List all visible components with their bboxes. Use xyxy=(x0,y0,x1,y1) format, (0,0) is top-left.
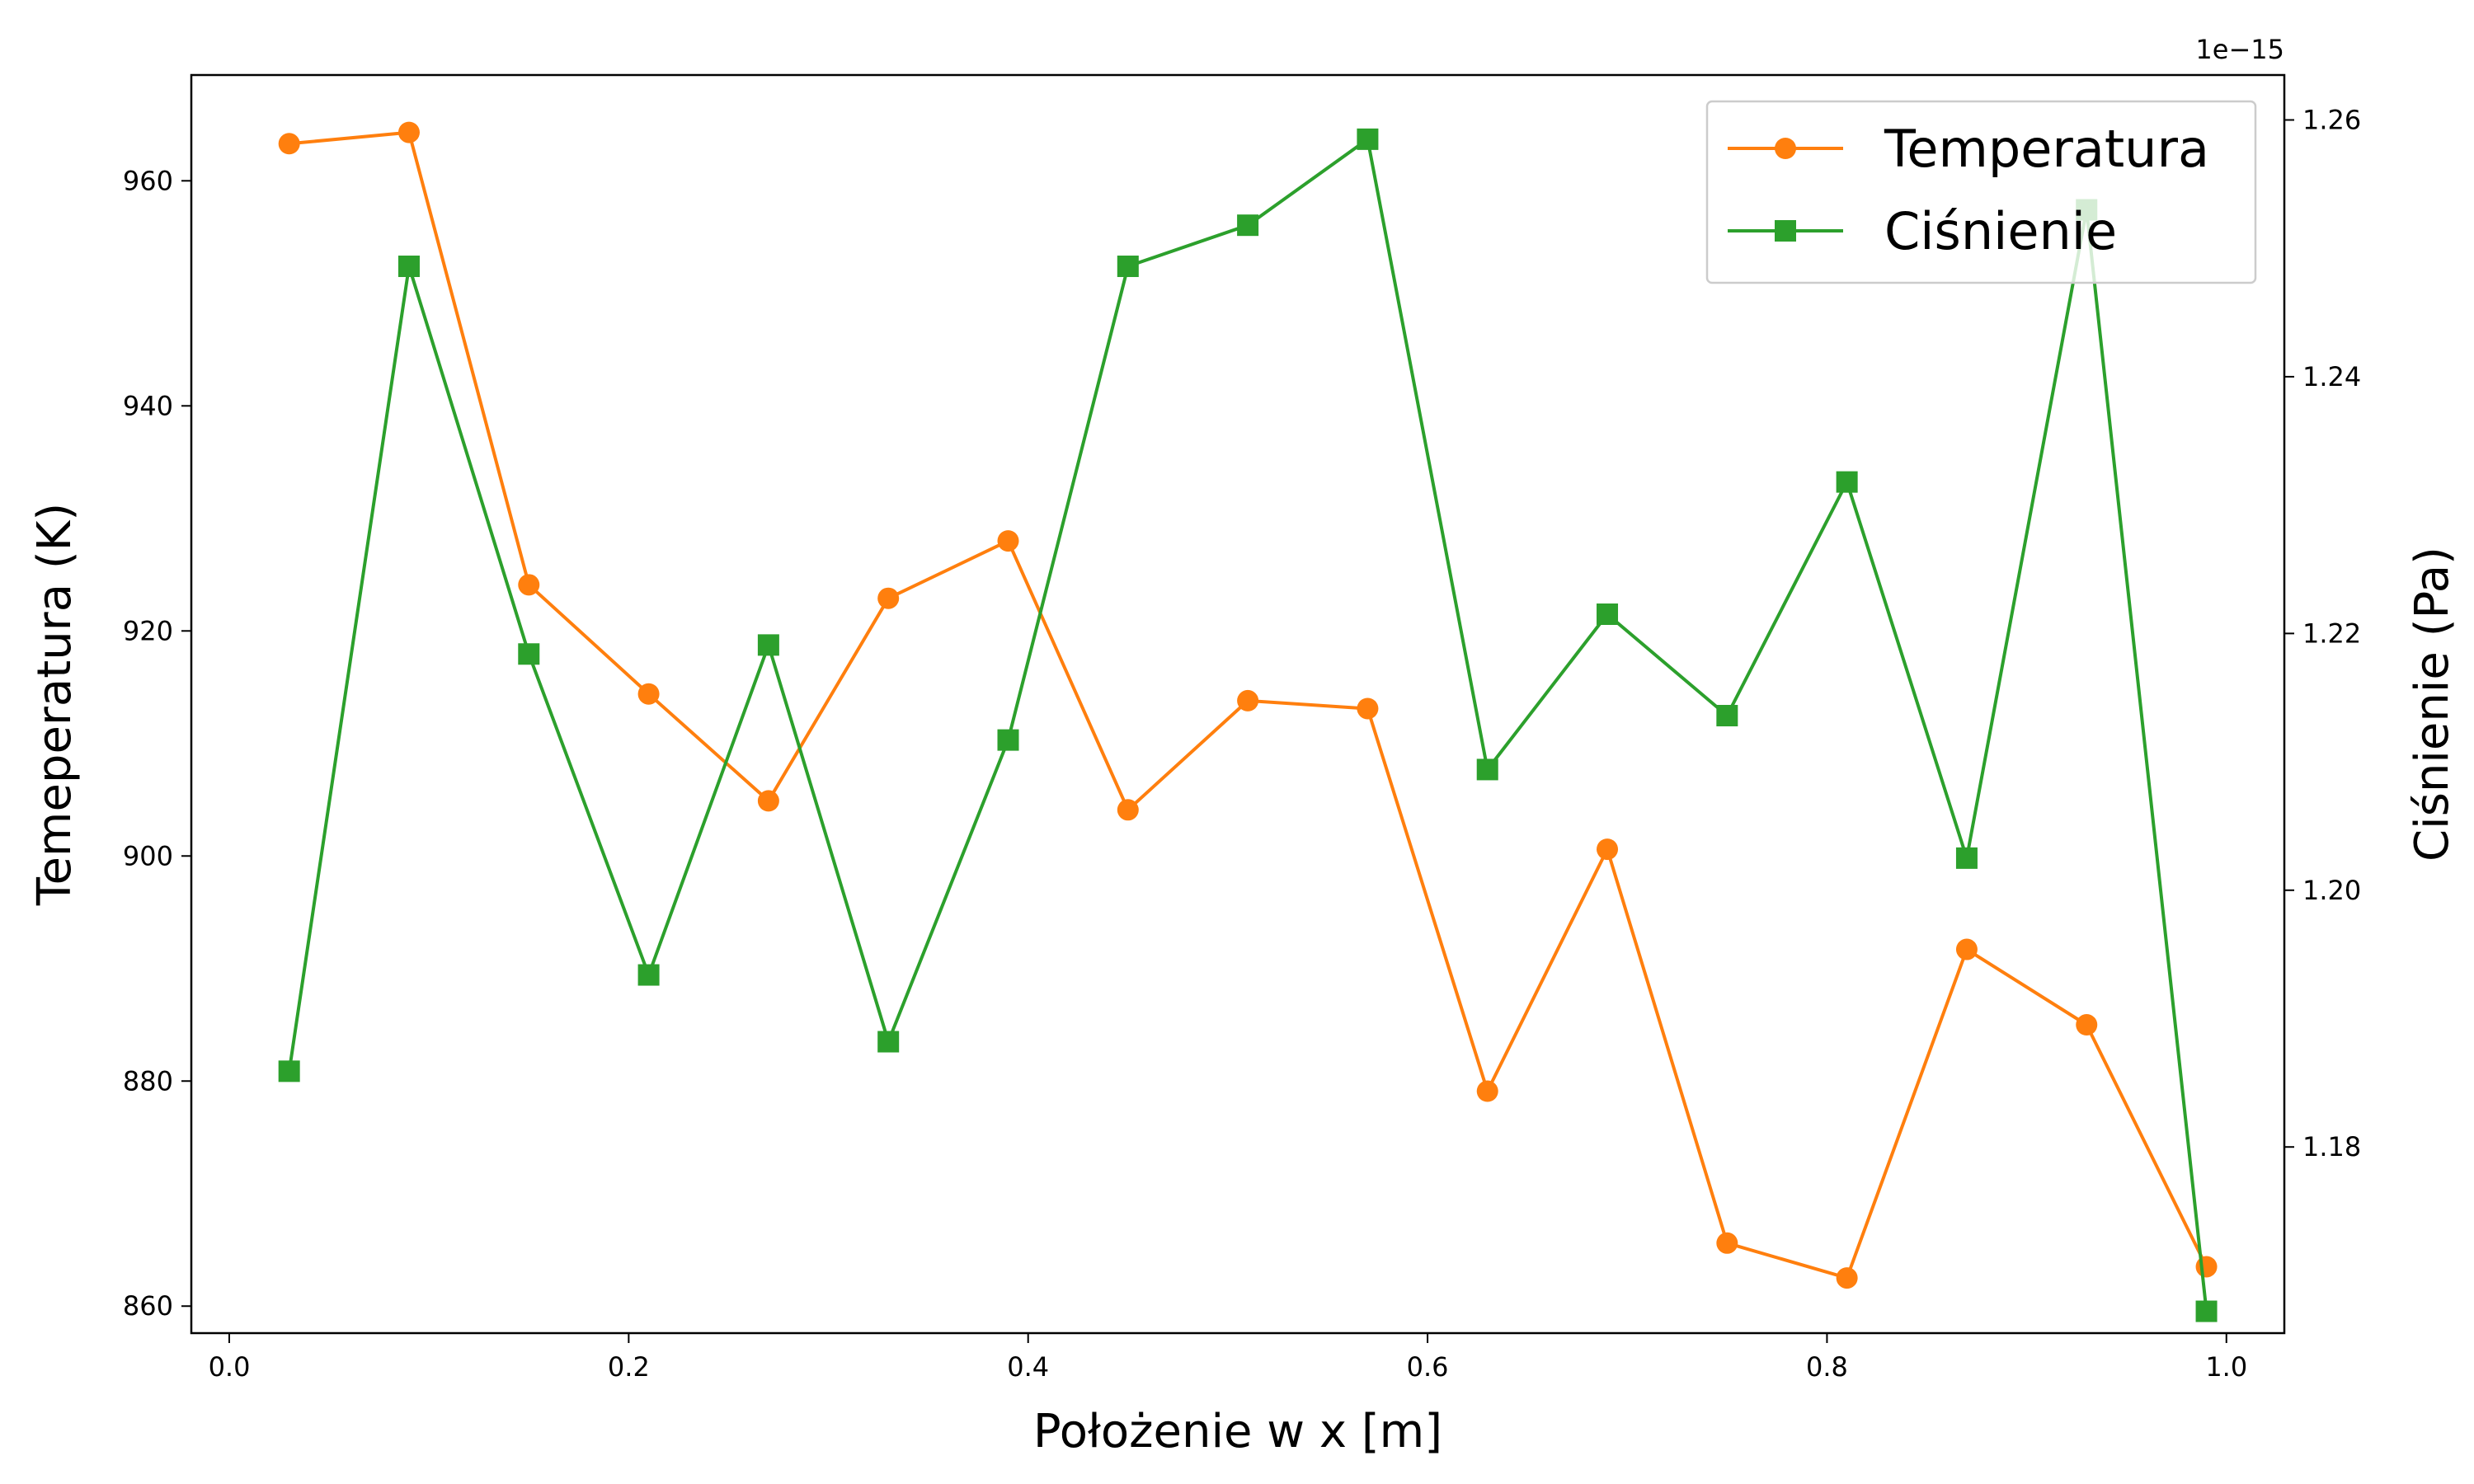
data-point-circle xyxy=(2076,1014,2098,1036)
data-point-square xyxy=(997,729,1019,751)
data-point-square xyxy=(877,1031,900,1053)
plot-frame xyxy=(190,73,2286,1335)
data-point-circle xyxy=(518,574,540,596)
data-point-square xyxy=(1597,603,1619,625)
y-tick-label-left: 920 xyxy=(123,615,173,646)
data-point-square xyxy=(518,643,540,665)
data-point-square xyxy=(1117,256,1139,278)
y-axis-label-right: Ciśnienie (Pa) xyxy=(2406,547,2459,862)
legend-marker-circle xyxy=(1775,138,1796,159)
legend: Temperatura Ciśnienie xyxy=(1705,100,2257,284)
data-point-square xyxy=(1836,471,1858,493)
data-point-square xyxy=(1476,758,1498,781)
right-axis-offset-text: 1e−15 xyxy=(2195,34,2284,65)
axes-layer: 0.0 0.2 0.4 0.6 0.8 1.0 860 880 900 920 940 960 1.18… xyxy=(123,105,2361,1383)
data-point-circle xyxy=(2195,1256,2218,1278)
data-point-circle xyxy=(1836,1267,1858,1289)
y-tick-label-right: 1.24 xyxy=(2302,361,2361,392)
y-tick-label-left: 880 xyxy=(123,1065,173,1097)
data-point-square xyxy=(2195,1300,2218,1322)
data-point-circle xyxy=(877,587,900,609)
data-point-circle xyxy=(637,683,660,705)
data-point-square xyxy=(1955,847,1978,869)
x-axis-label: Położenie w x [m] xyxy=(1033,1405,1442,1458)
data-point-circle xyxy=(278,133,300,155)
x-tick-label: 0.4 xyxy=(1007,1351,1049,1383)
data-point-square xyxy=(1357,128,1379,150)
data-point-circle xyxy=(757,790,779,812)
data-point-circle xyxy=(997,530,1019,552)
y-tick-label-left: 860 xyxy=(123,1290,173,1322)
legend-label-1: Ciśnienie xyxy=(1884,201,2117,261)
x-tick-label: 0.0 xyxy=(209,1351,251,1383)
data-point-square xyxy=(278,1060,300,1082)
x-tick-label: 0.6 xyxy=(1407,1351,1449,1383)
y-tick-label-right: 1.18 xyxy=(2302,1131,2361,1162)
data-point-circle xyxy=(1357,697,1379,720)
data-point-circle xyxy=(397,121,420,143)
x-tick-label: 0.8 xyxy=(1806,1351,1848,1383)
data-point-square xyxy=(637,964,660,986)
data-point-square xyxy=(397,256,420,278)
data-point-circle xyxy=(1716,1232,1738,1254)
x-tick-label: 0.2 xyxy=(608,1351,650,1383)
legend-box xyxy=(1705,100,2257,284)
data-point-circle xyxy=(1117,799,1139,821)
legend-label-0: Temperatura xyxy=(1884,119,2209,179)
data-point-square xyxy=(1716,705,1738,727)
data-point-circle xyxy=(1476,1080,1498,1102)
series-layer xyxy=(278,121,2218,1322)
y-tick-label-right: 1.26 xyxy=(2302,105,2361,136)
y-tick-label-right: 1.20 xyxy=(2302,875,2361,906)
y-tick-label-left: 960 xyxy=(123,165,173,196)
y-axis-label-left: Temeperatura (K) xyxy=(28,503,82,907)
data-point-circle xyxy=(1597,838,1619,861)
y-tick-label-left: 900 xyxy=(123,840,173,871)
legend-marker-square xyxy=(1775,220,1796,242)
data-point-circle xyxy=(1237,689,1259,711)
x-tick-label: 1.0 xyxy=(2205,1351,2247,1383)
data-point-square xyxy=(757,634,779,656)
y-tick-label-left: 940 xyxy=(123,390,173,421)
y-tick-label-right: 1.22 xyxy=(2302,618,2361,649)
data-point-square xyxy=(1237,214,1259,237)
data-point-circle xyxy=(1955,938,1978,960)
